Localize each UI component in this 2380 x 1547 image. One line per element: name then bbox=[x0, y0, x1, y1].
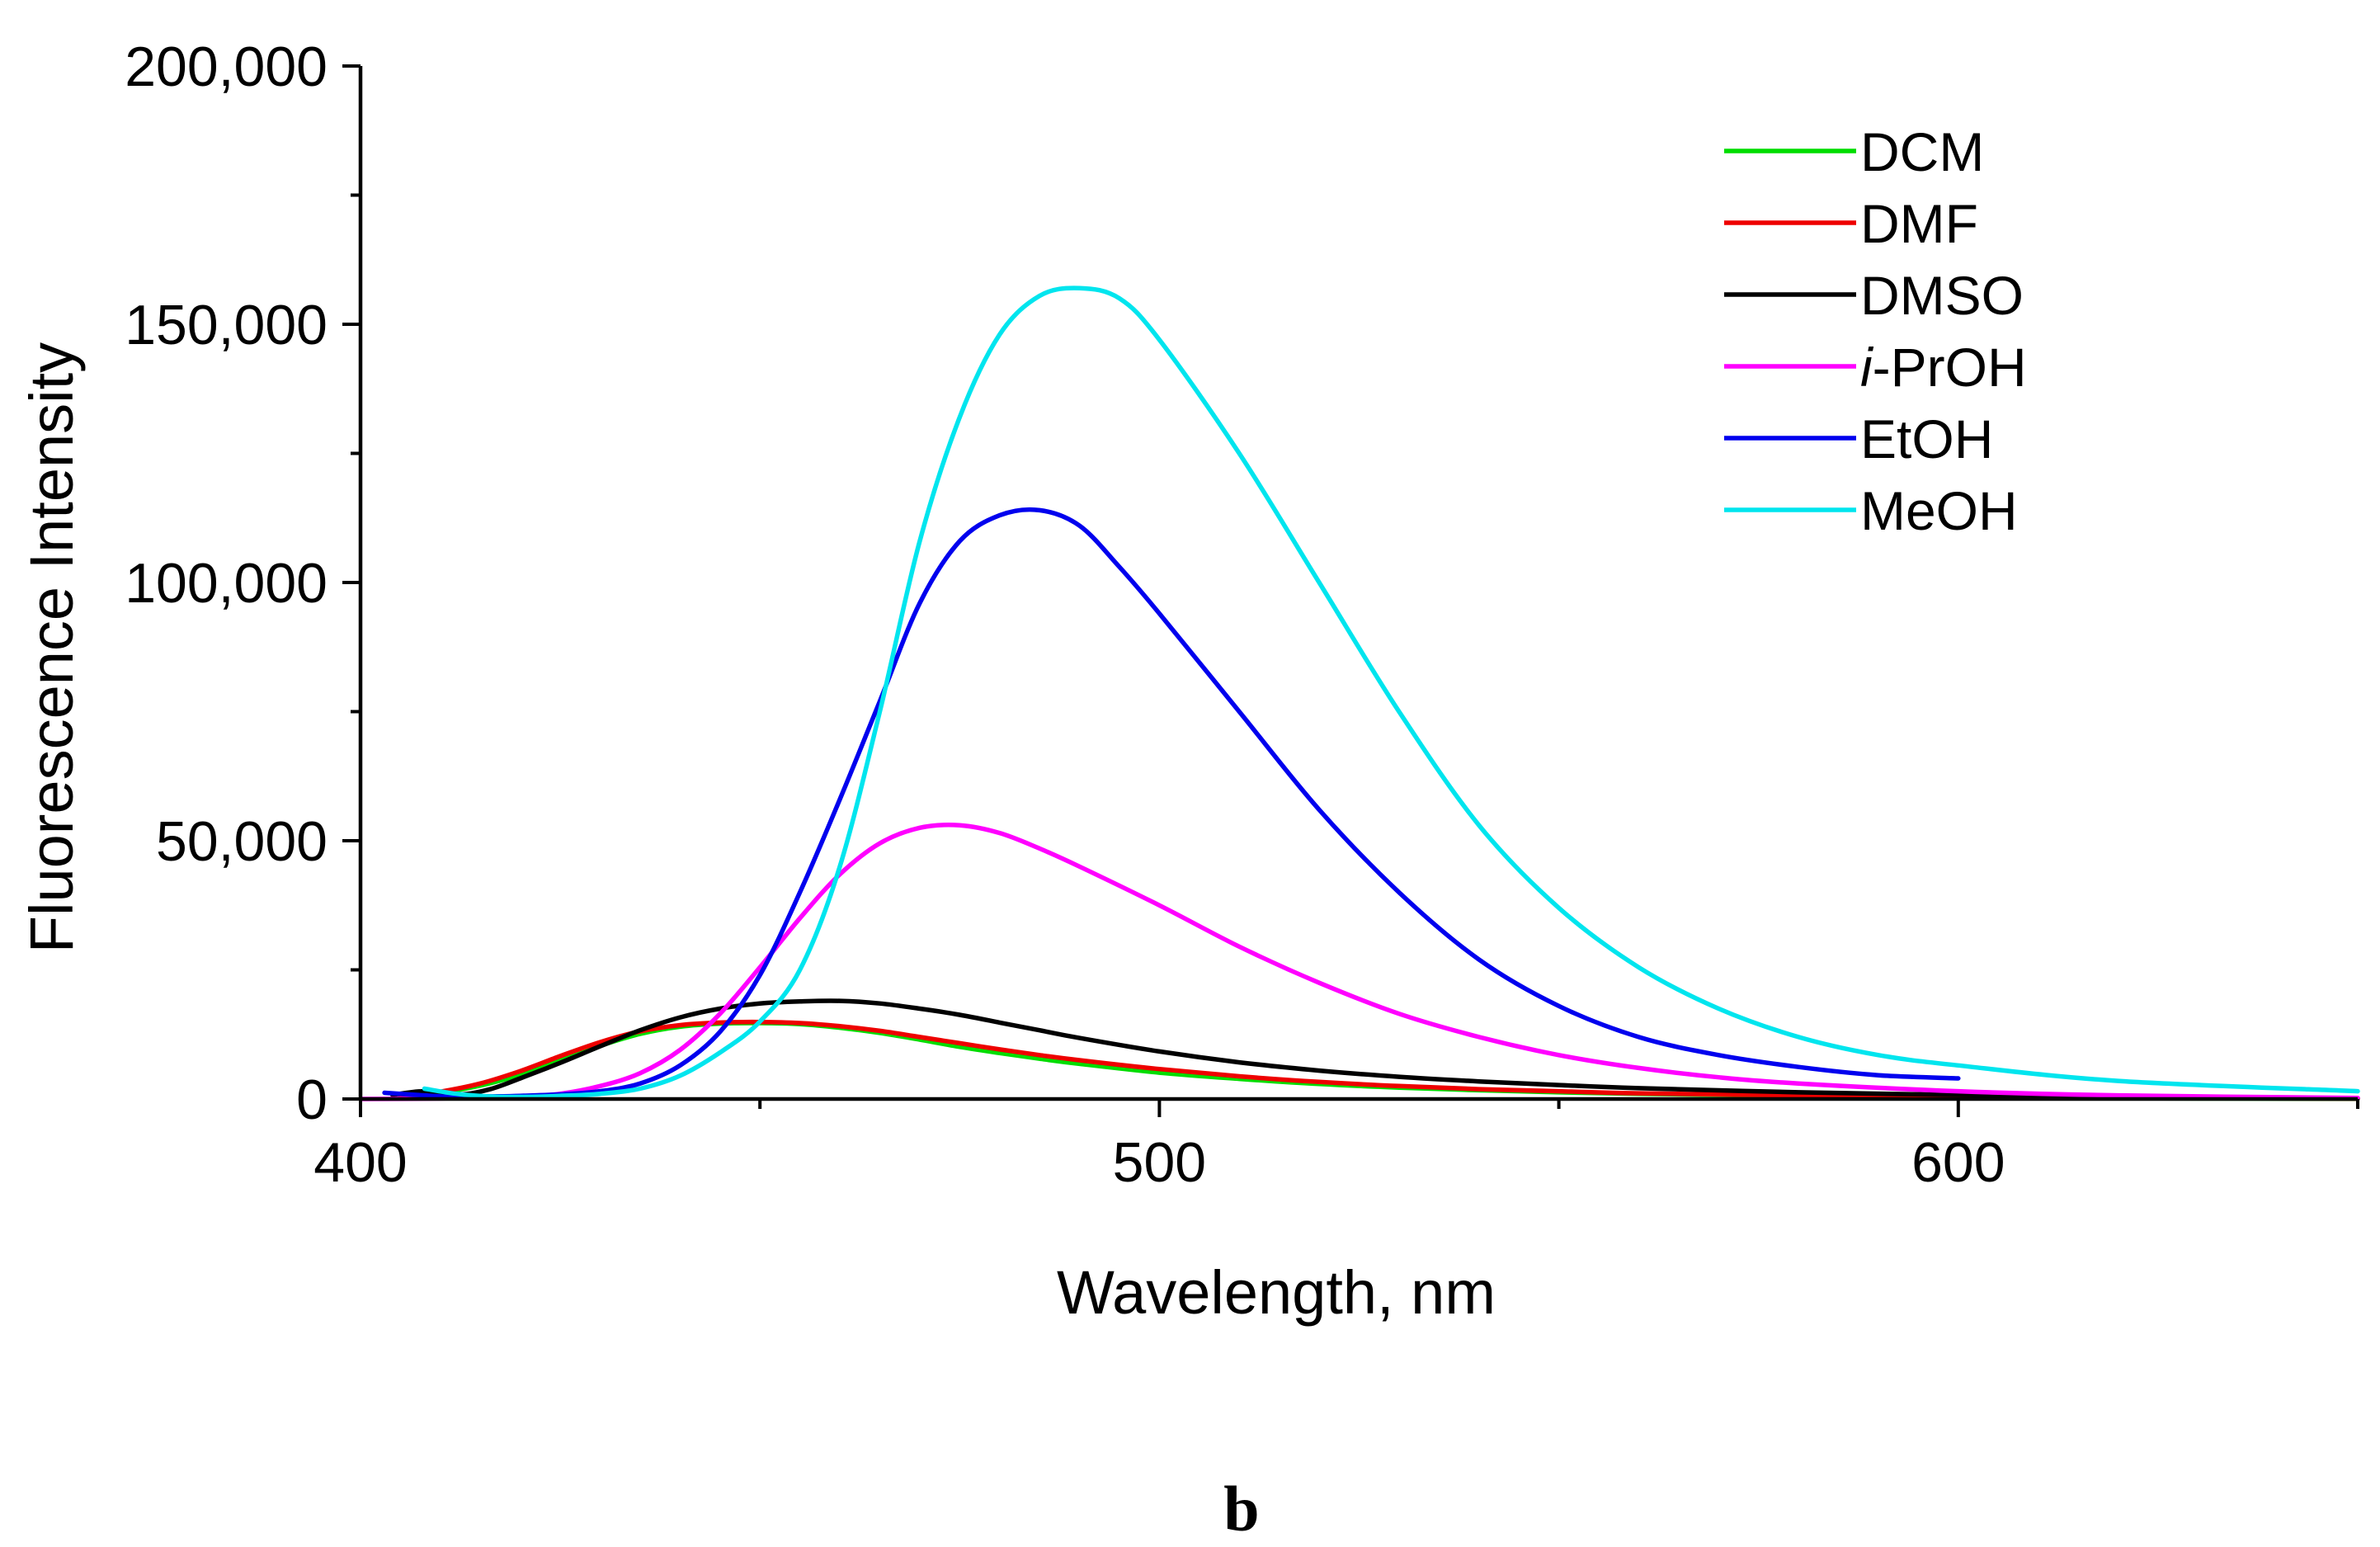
series-layer bbox=[358, 285, 2360, 1101]
series-line-dmso bbox=[389, 998, 2360, 1101]
x-tick-label: 600 bbox=[1911, 1131, 2005, 1194]
series-line-etoh bbox=[382, 507, 1961, 1100]
legend-label-etoh: EtOH bbox=[1860, 408, 1993, 469]
x-axis-title: Wavelength, nm bbox=[1057, 1258, 1496, 1327]
legend-label-dmf: DMF bbox=[1860, 193, 1978, 254]
series-line-dmf bbox=[398, 1019, 2360, 1101]
x-tick-label: 500 bbox=[1113, 1131, 1206, 1194]
legend: DCM DMF DMSO i-PrOH EtOH MeOH bbox=[1724, 121, 2027, 541]
legend-label-rest-part: -PrOH bbox=[1873, 337, 2027, 398]
panel-label: b bbox=[1223, 1473, 1259, 1545]
y-tick-label: 150,000 bbox=[125, 294, 328, 356]
y-tick-label: 50,000 bbox=[156, 810, 328, 873]
axes-layer: 400 500 600 0 50,000 100,000 150,000 200,000 bbox=[125, 35, 2359, 1194]
x-tick-label: 400 bbox=[313, 1131, 407, 1194]
legend-label-i-proh: i-PrOH bbox=[1860, 337, 2027, 398]
legend-label-dcm: DCM bbox=[1860, 121, 1984, 182]
legend-label-italic-part: i bbox=[1860, 337, 1874, 398]
y-tick-label: 0 bbox=[296, 1068, 328, 1131]
y-tick-label: 200,000 bbox=[125, 35, 328, 98]
y-tick-label: 100,000 bbox=[125, 552, 328, 615]
legend-label-meoh: MeOH bbox=[1860, 480, 2018, 541]
series-line-meoh bbox=[422, 285, 2360, 1100]
legend-label-dmso: DMSO bbox=[1860, 265, 2024, 326]
series-line-i-proh bbox=[358, 823, 2360, 1101]
y-axis-title: Fluorescence Intensity bbox=[17, 342, 86, 953]
